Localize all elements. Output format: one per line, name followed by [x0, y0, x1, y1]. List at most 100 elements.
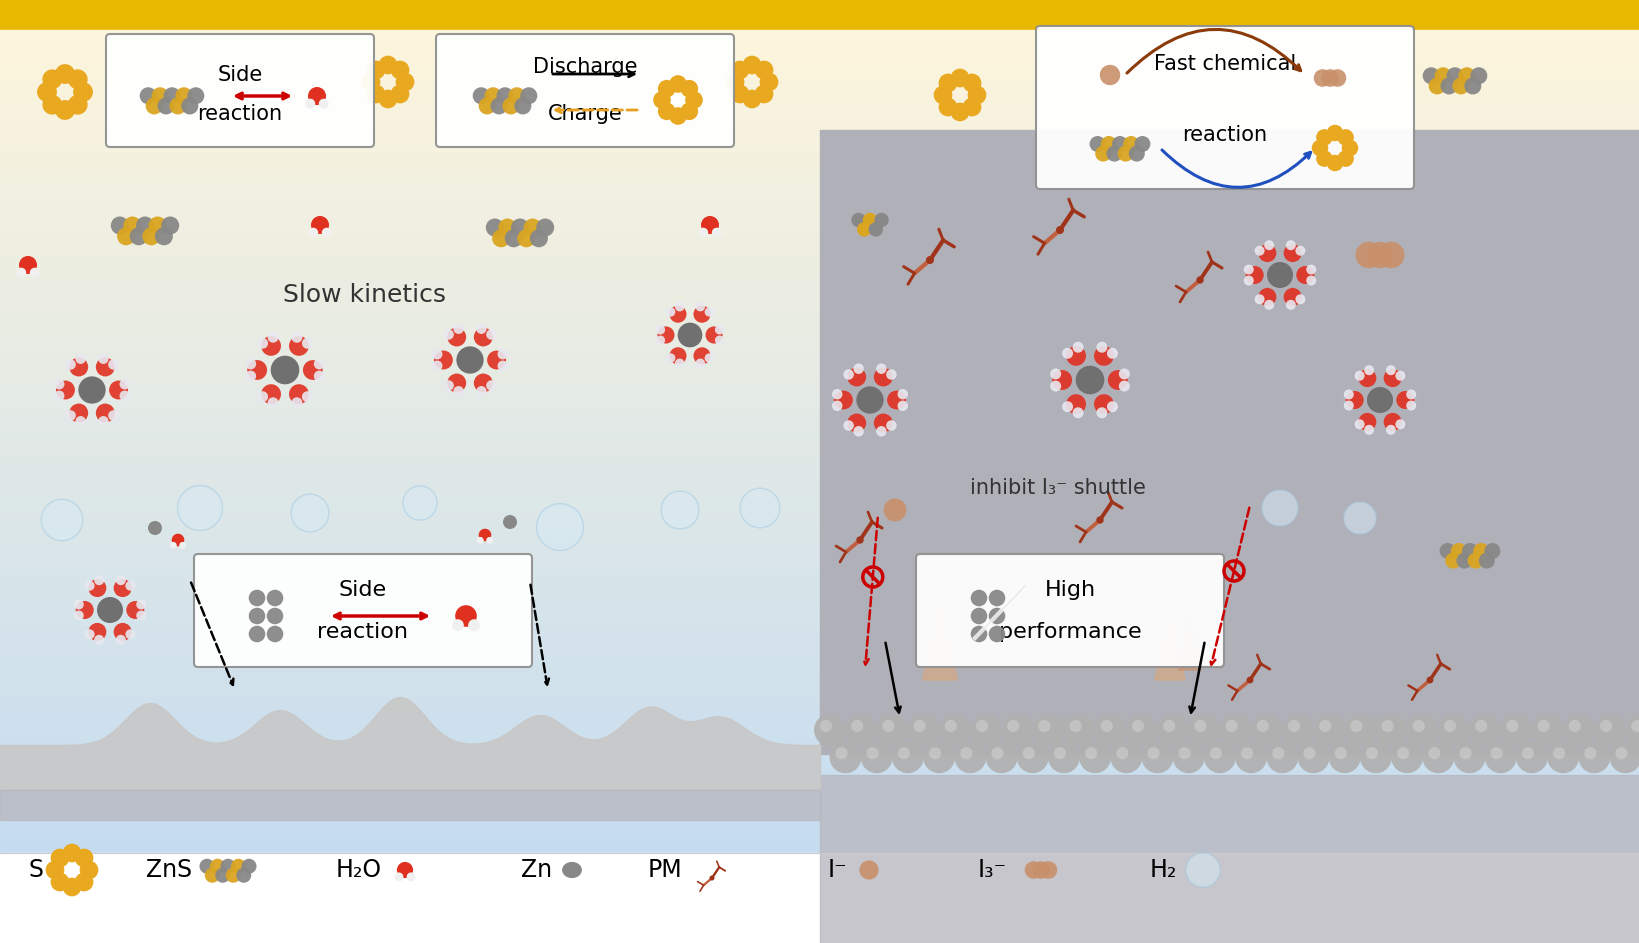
Circle shape: [154, 227, 172, 245]
Circle shape: [831, 389, 842, 400]
Circle shape: [897, 401, 908, 411]
Circle shape: [261, 384, 280, 404]
Circle shape: [874, 368, 892, 387]
Circle shape: [1262, 490, 1296, 526]
Circle shape: [1452, 741, 1485, 773]
Circle shape: [492, 229, 510, 247]
Circle shape: [313, 371, 325, 382]
Circle shape: [490, 97, 506, 114]
Circle shape: [395, 73, 415, 91]
Circle shape: [705, 354, 713, 363]
Circle shape: [1490, 747, 1501, 759]
Circle shape: [406, 872, 415, 882]
Text: performance: performance: [998, 621, 1141, 641]
Circle shape: [1106, 401, 1118, 412]
Circle shape: [1106, 348, 1118, 358]
Circle shape: [16, 268, 26, 277]
Circle shape: [1357, 413, 1375, 431]
Text: Discharge: Discharge: [533, 58, 638, 77]
Circle shape: [951, 69, 969, 88]
Circle shape: [1075, 366, 1103, 394]
Circle shape: [1069, 720, 1082, 732]
Circle shape: [66, 410, 75, 421]
Circle shape: [705, 326, 723, 343]
Circle shape: [79, 376, 105, 404]
Circle shape: [1470, 67, 1487, 84]
Circle shape: [1546, 741, 1578, 773]
Circle shape: [885, 421, 897, 431]
Circle shape: [485, 380, 497, 390]
Bar: [0, 81, 1639, 91]
Circle shape: [715, 325, 724, 335]
Text: Zn: Zn: [521, 858, 552, 882]
Circle shape: [497, 360, 508, 371]
Circle shape: [93, 635, 105, 645]
Circle shape: [511, 219, 529, 237]
Circle shape: [75, 354, 85, 364]
Bar: [0, 184, 1639, 194]
Text: I⁻: I⁻: [826, 858, 846, 882]
Circle shape: [226, 868, 241, 883]
Circle shape: [1024, 861, 1042, 879]
Circle shape: [1328, 69, 1346, 87]
Text: H₂O: H₂O: [336, 858, 382, 882]
Circle shape: [1054, 747, 1065, 759]
Circle shape: [151, 88, 169, 105]
Circle shape: [497, 88, 513, 105]
Bar: [0, 514, 1639, 523]
Circle shape: [484, 88, 502, 105]
Circle shape: [1126, 714, 1157, 746]
Circle shape: [169, 97, 187, 114]
Circle shape: [975, 720, 987, 732]
Circle shape: [1467, 553, 1483, 569]
Circle shape: [1505, 720, 1518, 732]
Bar: [0, 493, 1639, 504]
Circle shape: [1405, 389, 1416, 400]
Polygon shape: [1178, 615, 1200, 670]
Text: Side: Side: [339, 580, 387, 600]
Circle shape: [1096, 407, 1106, 419]
Circle shape: [1500, 714, 1531, 746]
Circle shape: [487, 537, 493, 544]
Circle shape: [1093, 346, 1113, 366]
Circle shape: [220, 859, 236, 874]
Circle shape: [1316, 150, 1333, 167]
Bar: [0, 802, 1639, 812]
Circle shape: [1100, 136, 1116, 152]
Circle shape: [1395, 371, 1405, 381]
Circle shape: [362, 73, 380, 91]
Circle shape: [1016, 741, 1047, 773]
Circle shape: [43, 95, 62, 115]
Bar: [0, 617, 1639, 627]
Circle shape: [1282, 714, 1313, 746]
Circle shape: [1193, 720, 1206, 732]
Circle shape: [474, 373, 492, 392]
Circle shape: [431, 349, 443, 359]
Bar: [0, 164, 1639, 174]
Circle shape: [1375, 714, 1406, 746]
Bar: [0, 833, 1639, 843]
Circle shape: [851, 720, 862, 732]
Circle shape: [1428, 747, 1439, 759]
Circle shape: [379, 90, 397, 108]
Circle shape: [1254, 246, 1264, 256]
Circle shape: [1096, 341, 1106, 353]
Circle shape: [1037, 720, 1051, 732]
Bar: [0, 709, 1639, 720]
Circle shape: [1346, 391, 1364, 409]
Circle shape: [516, 229, 534, 247]
Circle shape: [1552, 747, 1564, 759]
Circle shape: [1359, 741, 1392, 773]
Circle shape: [1455, 553, 1472, 569]
Circle shape: [267, 397, 279, 408]
Circle shape: [1451, 543, 1465, 559]
Circle shape: [1614, 747, 1626, 759]
Bar: [0, 462, 1639, 472]
Bar: [0, 678, 1639, 688]
Circle shape: [1049, 381, 1060, 391]
Circle shape: [244, 358, 256, 370]
Circle shape: [536, 219, 554, 237]
Circle shape: [302, 338, 313, 349]
Circle shape: [1072, 341, 1083, 353]
Bar: [0, 554, 1639, 565]
